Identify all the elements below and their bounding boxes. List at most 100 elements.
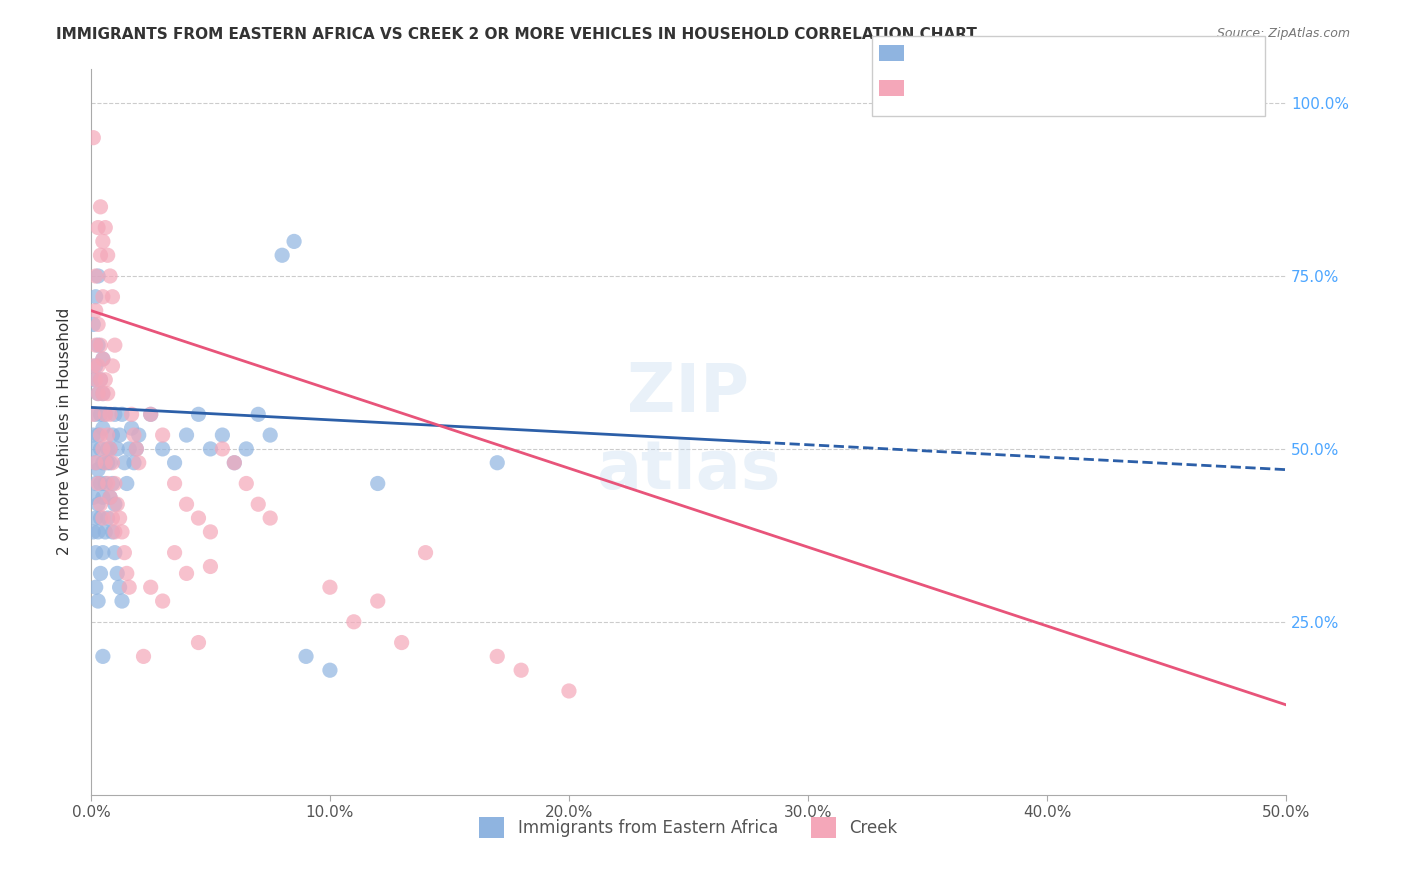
Immigrants from Eastern Africa [82,428,104,442]
Immigrants from Eastern Africa [247,407,270,421]
Immigrants from Eastern Africa [271,248,294,262]
Immigrants from Eastern Africa [101,428,124,442]
Immigrants from Eastern Africa [112,456,135,470]
Creek [89,200,111,214]
Immigrants from Eastern Africa [101,524,124,539]
Creek [89,373,111,387]
Creek [87,386,110,401]
Creek [115,566,138,581]
Immigrants from Eastern Africa [87,524,110,539]
Immigrants from Eastern Africa [87,594,110,608]
Immigrants from Eastern Africa [283,235,305,249]
Creek [200,524,222,539]
Creek [108,511,131,525]
Creek [97,248,120,262]
Creek [91,511,114,525]
Creek [89,338,111,352]
Creek [122,428,145,442]
Y-axis label: 2 or more Vehicles in Household: 2 or more Vehicles in Household [58,308,72,555]
Creek [101,290,124,304]
Creek [152,428,174,442]
Immigrants from Eastern Africa [94,476,117,491]
Immigrants from Eastern Africa [87,338,110,352]
Immigrants from Eastern Africa [104,497,127,511]
Immigrants from Eastern Africa [82,318,104,332]
Creek [259,511,281,525]
Creek [139,580,162,594]
Immigrants from Eastern Africa [91,491,114,505]
Immigrants from Eastern Africa [98,491,121,505]
Creek [97,476,120,491]
Immigrants from Eastern Africa [97,456,120,470]
Text: N =: N = [991,85,1028,103]
Immigrants from Eastern Africa [104,546,127,560]
Immigrants from Eastern Africa [89,476,111,491]
Creek [91,235,114,249]
Creek [84,373,107,387]
Creek [319,580,342,594]
Immigrants from Eastern Africa [224,456,246,470]
Immigrants from Eastern Africa [105,442,128,456]
Immigrants from Eastern Africa [91,456,114,470]
Text: N =: N = [991,49,1028,67]
Creek [187,635,209,649]
Immigrants from Eastern Africa [152,442,174,456]
Immigrants from Eastern Africa [97,442,120,456]
Creek [91,386,114,401]
Creek [415,546,437,560]
Immigrants from Eastern Africa [91,421,114,435]
Immigrants from Eastern Africa [87,497,110,511]
Immigrants from Eastern Africa [84,456,107,470]
Creek [89,497,111,511]
Immigrants from Eastern Africa [84,476,107,491]
Creek [87,318,110,332]
Creek [91,290,114,304]
Creek [82,359,104,373]
Immigrants from Eastern Africa [89,373,111,387]
Text: IMMIGRANTS FROM EASTERN AFRICA VS CREEK 2 OR MORE VEHICLES IN HOUSEHOLD CORRELAT: IMMIGRANTS FROM EASTERN AFRICA VS CREEK … [56,27,977,42]
Creek [163,546,186,560]
Creek [101,511,124,525]
Immigrants from Eastern Africa [101,476,124,491]
Creek [105,497,128,511]
Creek [91,351,114,366]
Creek [486,649,509,664]
Creek [128,456,150,470]
Creek [235,476,257,491]
Immigrants from Eastern Africa [111,594,134,608]
Immigrants from Eastern Africa [98,456,121,470]
Creek [98,268,121,283]
Creek [89,248,111,262]
Creek [111,524,134,539]
Creek [89,428,111,442]
Immigrants from Eastern Africa [84,511,107,525]
Immigrants from Eastern Africa [125,442,148,456]
Creek [84,303,107,318]
Creek [391,635,413,649]
Text: ZIP
atlas: ZIP atlas [596,360,780,503]
Immigrants from Eastern Africa [486,456,509,470]
Immigrants from Eastern Africa [176,428,198,442]
Creek [121,407,143,421]
Creek [82,407,104,421]
Creek [84,338,107,352]
Creek [163,476,186,491]
Immigrants from Eastern Africa [87,428,110,442]
Immigrants from Eastern Africa [84,290,107,304]
Creek [104,524,127,539]
Creek [94,456,117,470]
Creek [84,456,107,470]
Text: 79: 79 [1033,49,1057,67]
Immigrants from Eastern Africa [104,407,127,421]
Creek [87,220,110,235]
Text: R =: R = [886,49,922,67]
Creek [247,497,270,511]
Immigrants from Eastern Africa [87,463,110,477]
Immigrants from Eastern Africa [115,476,138,491]
Immigrants from Eastern Africa [91,351,114,366]
Creek [176,497,198,511]
Immigrants from Eastern Africa [87,386,110,401]
Creek [98,491,121,505]
Creek [104,476,127,491]
Immigrants from Eastern Africa [108,580,131,594]
